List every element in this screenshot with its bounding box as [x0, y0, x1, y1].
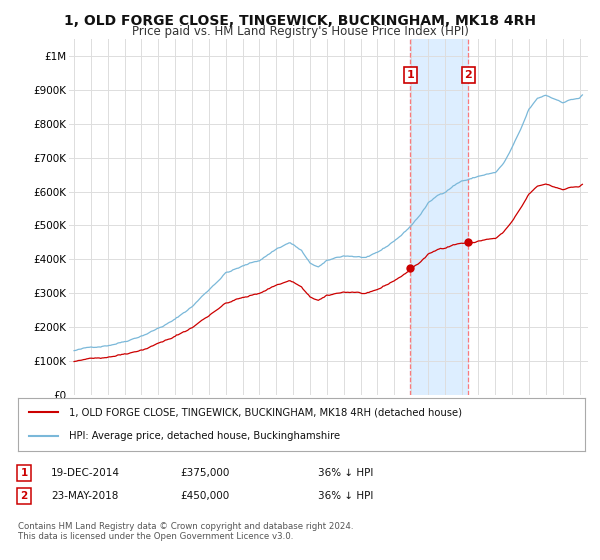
Text: 1: 1 [20, 468, 28, 478]
Text: 23-MAY-2018: 23-MAY-2018 [51, 491, 118, 501]
Text: Contains HM Land Registry data © Crown copyright and database right 2024.
This d: Contains HM Land Registry data © Crown c… [18, 522, 353, 542]
Text: Price paid vs. HM Land Registry's House Price Index (HPI): Price paid vs. HM Land Registry's House … [131, 25, 469, 38]
Text: 1: 1 [407, 70, 414, 80]
Text: 1, OLD FORGE CLOSE, TINGEWICK, BUCKINGHAM, MK18 4RH: 1, OLD FORGE CLOSE, TINGEWICK, BUCKINGHA… [64, 14, 536, 28]
Text: 36% ↓ HPI: 36% ↓ HPI [318, 491, 373, 501]
Text: 19-DEC-2014: 19-DEC-2014 [51, 468, 120, 478]
Text: £450,000: £450,000 [180, 491, 229, 501]
Text: 36% ↓ HPI: 36% ↓ HPI [318, 468, 373, 478]
Text: 2: 2 [464, 70, 472, 80]
Text: 1, OLD FORGE CLOSE, TINGEWICK, BUCKINGHAM, MK18 4RH (detached house): 1, OLD FORGE CLOSE, TINGEWICK, BUCKINGHA… [69, 408, 462, 418]
Text: 2: 2 [20, 491, 28, 501]
Text: HPI: Average price, detached house, Buckinghamshire: HPI: Average price, detached house, Buck… [69, 431, 340, 441]
Text: £375,000: £375,000 [180, 468, 229, 478]
Bar [410, 39, 468, 395]
